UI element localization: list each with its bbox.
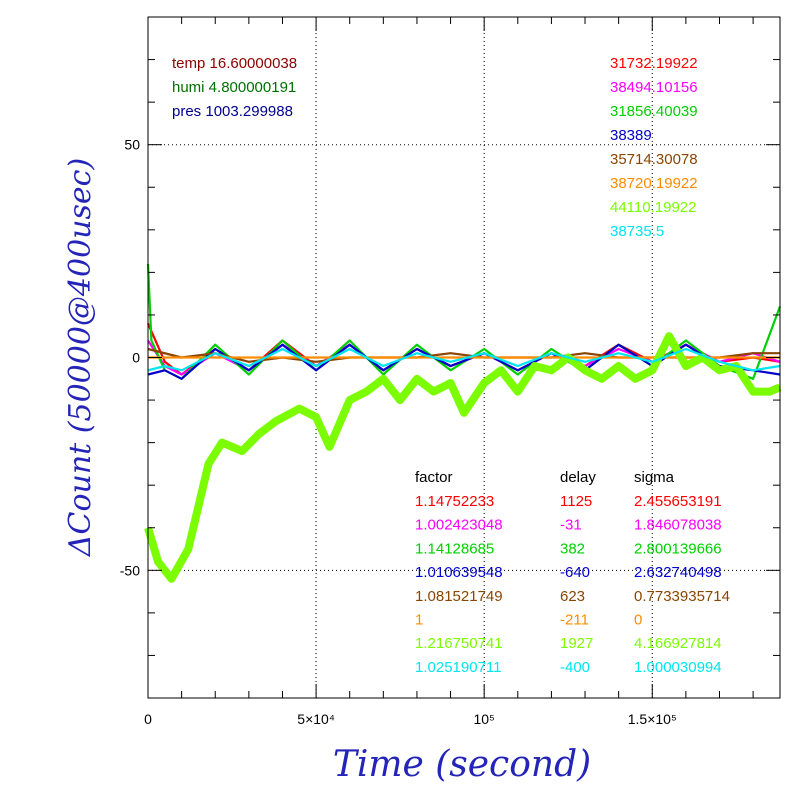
factor-value: 1.010639548 (415, 564, 503, 581)
table-header: sigma (634, 469, 675, 486)
delay-value: -640 (560, 564, 590, 581)
series-offset-label: 38389 (610, 127, 652, 144)
series-offset-label: 31856.40039 (610, 103, 698, 120)
delay-value: -211 (560, 612, 589, 629)
delay-value: 623 (560, 588, 585, 605)
x-tick-label: 10⁵ (473, 711, 494, 727)
series-line-6 (144, 332, 782, 583)
table-header: factor (415, 469, 453, 486)
x-tick-label: 1.5×10⁵ (628, 711, 677, 727)
series-offset-label: 38494.10156 (610, 79, 698, 96)
factor-value: 1.216750741 (415, 635, 503, 652)
sigma-value: 1.846078038 (634, 517, 722, 534)
delay-value: 1125 (560, 493, 592, 510)
series-offset-label: 44110.19922 (610, 199, 696, 216)
sigma-value: 0.7733935714 (634, 588, 730, 605)
x-axis-label: Time (second) (333, 744, 591, 785)
delay-value: -400 (560, 659, 590, 676)
series-offset-label: 31732.19922 (610, 55, 698, 72)
x-tick-label: 5×10⁴ (297, 711, 335, 727)
delay-value: 382 (560, 540, 585, 557)
sigma-value: 2.455653191 (634, 493, 722, 510)
y-tick-label: -50 (120, 562, 140, 578)
sigma-value: 2.800139666 (634, 540, 722, 557)
table-header: delay (560, 469, 596, 486)
series-offset-label: 38735.5 (610, 223, 664, 240)
series-offset-label: 38720.19922 (610, 175, 698, 192)
ticks: 0 5×10⁴ 10⁵ 1.5×10⁵ 50 0 -50 (120, 16, 780, 727)
y-tick-label: 50 (124, 137, 140, 153)
environment-label: temp 16.60000038 (172, 55, 297, 72)
factor-value: 1.002423048 (415, 517, 503, 534)
sigma-value: 1.000030994 (634, 659, 722, 676)
series-offset-label: 35714.30078 (610, 151, 698, 168)
factor-value: 1.025190711 (415, 659, 501, 676)
delay-value: 1927 (560, 635, 593, 652)
factor-value: 1.14752233 (415, 493, 494, 510)
factor-value: 1.14128685 (415, 540, 494, 557)
sigma-value: 2.632740498 (634, 564, 722, 581)
factor-value: 1.081521749 (415, 588, 503, 605)
sigma-value: 4.166927814 (634, 635, 722, 652)
delay-value: -31 (560, 517, 582, 534)
y-axis-label: ΔCount (50000@400usec) (63, 158, 98, 557)
environment-label: pres 1003.299988 (172, 103, 293, 120)
factor-value: 1 (415, 612, 423, 629)
series-line-7 (147, 347, 781, 372)
environment-label: humi 4.800000191 (172, 79, 296, 96)
series-layer (144, 263, 782, 583)
y-tick-label: 0 (132, 350, 140, 366)
x-tick-label: 0 (144, 711, 152, 727)
annotations: temp 16.60000038 humi 4.800000191 pres 100… (172, 55, 730, 676)
sigma-value: 0 (634, 612, 642, 629)
